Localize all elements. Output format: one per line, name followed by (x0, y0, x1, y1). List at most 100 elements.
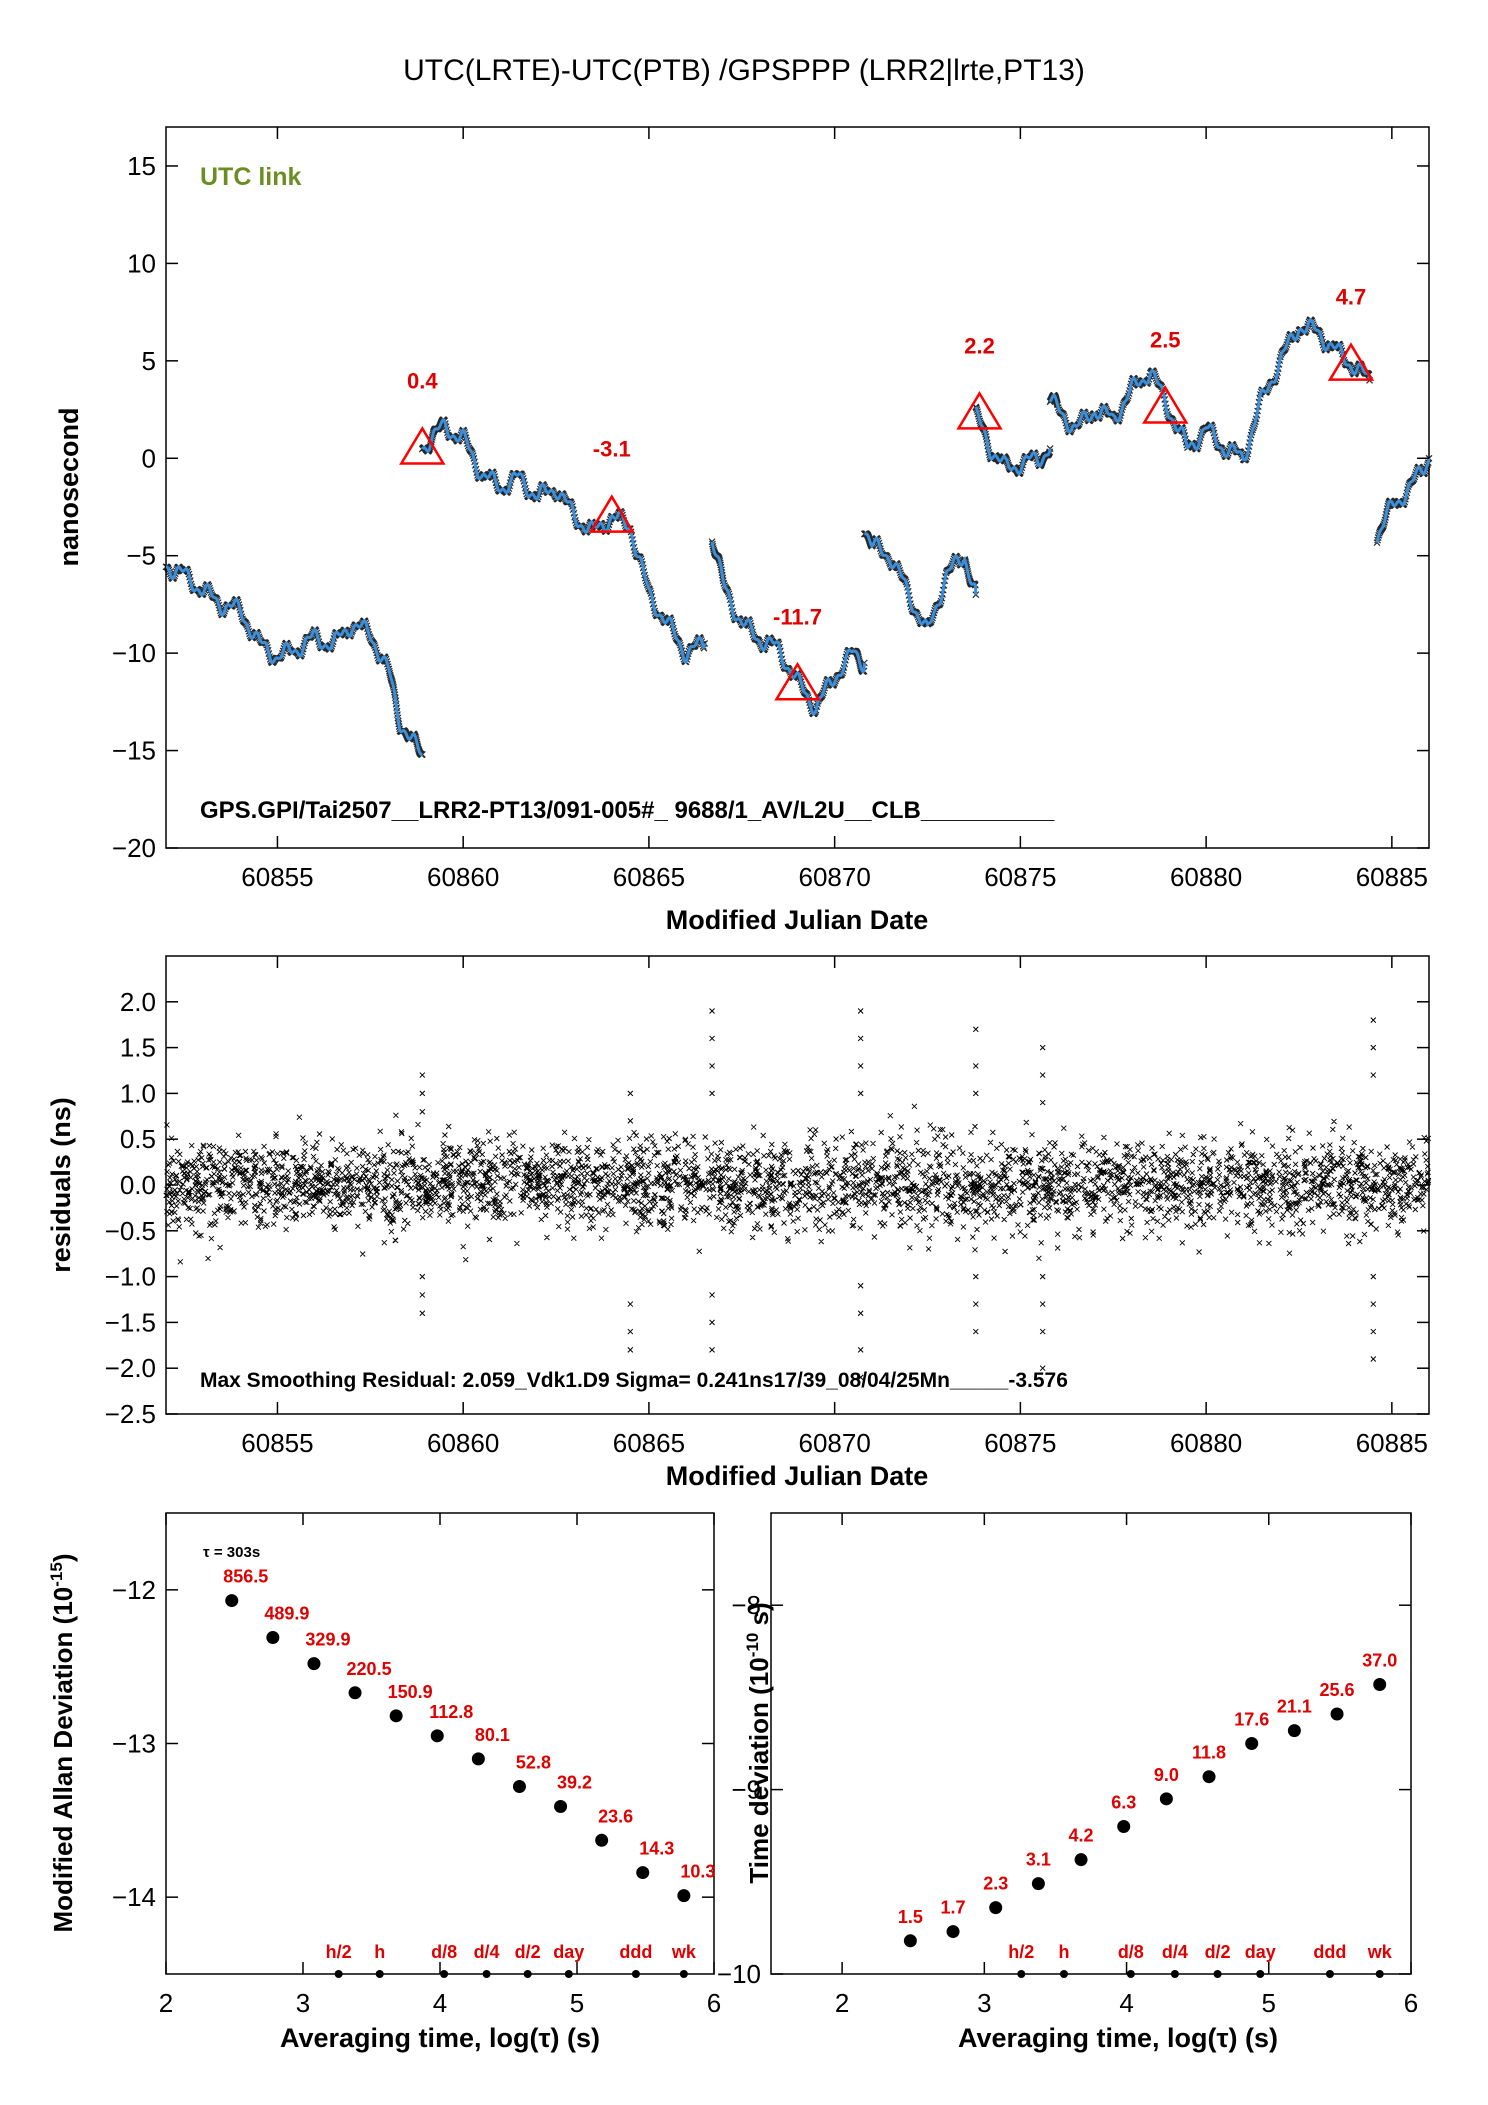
deviation-label: 9.0 (1154, 1765, 1179, 1785)
x-tick-label: 60870 (798, 862, 870, 892)
residual-outlier (1039, 1328, 1046, 1335)
discontinuity-label: 2.2 (964, 333, 995, 358)
deviation-point (677, 1889, 691, 1903)
residuals-frame (165, 955, 1430, 1415)
time-mark-dot (631, 1970, 640, 1978)
mdev-ylabel-tail: ) (48, 1554, 78, 1563)
x-tick-label: 60880 (1170, 862, 1242, 892)
deviation-point (266, 1630, 280, 1644)
x-tick-label: 60865 (613, 862, 685, 892)
tdev-frame (770, 1512, 1412, 1975)
timeseries-line (421, 418, 707, 664)
y-tick-label: −5 (126, 541, 156, 571)
y-tick-label: −1.5 (105, 1307, 156, 1337)
time-mark-label: h/2 (326, 1942, 352, 1962)
x-tick-label: 3 (296, 1988, 310, 2018)
residual-outlier (1370, 1301, 1377, 1307)
tdev-points: 1.5 1.7 2.3 3.1 4.2 6.3 9.0 11.8 17.6 21.1 25.6 37.… (898, 1650, 1397, 1978)
residual-outlier (857, 1008, 864, 1014)
residual-outlier (1039, 1301, 1046, 1307)
x-tick-label: 60860 (427, 1428, 499, 1458)
residual-outlier (1039, 1273, 1046, 1280)
deviation-label: 11.8 (1192, 1743, 1226, 1763)
y-tick-label: −2.5 (105, 1399, 156, 1429)
x-tick-label: 60855 (241, 862, 313, 892)
residuals-caption: Max Smoothing Residual: 2.059_Vdk1.D9 Si… (200, 1369, 1068, 1392)
residual-outlier (419, 1292, 426, 1298)
y-tick-label: 10 (127, 248, 156, 278)
time-mark-dot (1375, 1970, 1384, 1978)
timeseries-line (1048, 318, 1372, 462)
timeseries-xlabel: Modified Julian Date (666, 905, 929, 935)
residual-outlier (419, 1273, 426, 1280)
residual-outlier (627, 1090, 634, 1097)
time-mark-label: ddd (1313, 1942, 1346, 1962)
deviation-label: 1.7 (941, 1898, 966, 1918)
residual-outlier (1370, 1273, 1377, 1280)
tdev-panel: 2 3 4 5 6 −10 −9 −8 1.5 1.7 2.3 3.1 4.2 6.3 9.0 11.8 17… (717, 1512, 1418, 2053)
time-mark-dot (564, 1970, 573, 1978)
y-tick-label: −0.5 (105, 1216, 156, 1246)
timeseries-line (165, 565, 423, 757)
residual-outlier (972, 1273, 979, 1280)
residual-outlier (627, 1118, 634, 1124)
deviation-label: 112.8 (429, 1702, 473, 1722)
residual-outlier (1039, 1072, 1046, 1078)
discontinuity-label: -3.1 (593, 437, 631, 462)
residual-points (163, 1103, 1432, 1265)
residual-outlier (1039, 1099, 1046, 1106)
time-mark-label: d/2 (1205, 1942, 1231, 1962)
y-tick-label: −12 (112, 1575, 156, 1605)
y-tick-label: −15 (112, 736, 156, 766)
timeseries-markers: 0.4 -3.1 -11.7 2.2 2.5 4.7 (399, 285, 1375, 701)
deviation-point (636, 1866, 650, 1880)
time-mark-dot (1059, 1970, 1068, 1978)
residual-outlier (972, 1090, 979, 1097)
discontinuity-marker (588, 494, 635, 533)
x-tick-label: 60875 (984, 1428, 1056, 1458)
x-tick-label: 2 (159, 1988, 173, 2018)
mdev-tau-note: τ = 303s (203, 1544, 260, 1561)
deviation-point (554, 1800, 568, 1814)
time-mark-dot (1126, 1970, 1135, 1978)
y-tick-label: 0.0 (120, 1170, 156, 1200)
residual-outlier (709, 1347, 715, 1353)
residual-outlier (709, 1063, 715, 1069)
discontinuity-marker (956, 390, 1003, 430)
deviation-label: 329.9 (305, 1630, 350, 1650)
tdev-ylabel: Time deviation (10-10 s) (743, 1602, 774, 1883)
x-tick-label: 60865 (613, 1428, 685, 1458)
x-tick-label: 60855 (241, 1428, 313, 1458)
mdev-panel: 2 3 4 5 6 −14 −13 −12 856.5 489.9 329.9 220.5 150.9… (47, 1512, 721, 2053)
time-mark-label: d/8 (431, 1942, 457, 1962)
y-tick-label: −10 (112, 638, 156, 668)
time-mark-dot (1325, 1970, 1334, 1978)
deviation-label: 4.2 (1069, 1826, 1094, 1846)
y-tick-label: 0.5 (120, 1124, 156, 1154)
time-mark-dot (1213, 1970, 1222, 1978)
time-mark-dot (1170, 1970, 1179, 1978)
y-tick-label: 1.0 (120, 1078, 156, 1108)
deviation-label: 489.9 (264, 1603, 309, 1623)
tdev-ticks: 2 3 4 5 6 −10 −9 −8 (717, 1513, 1418, 2018)
timeseries-series (162, 316, 1433, 759)
deviation-point (1287, 1724, 1301, 1738)
deviation-point (1074, 1853, 1088, 1867)
y-tick-label: 15 (127, 151, 156, 181)
discontinuity-label: 4.7 (1336, 285, 1367, 310)
deviation-point (1330, 1707, 1344, 1721)
residual-outlier (1370, 1017, 1377, 1023)
residual-outlier (709, 1319, 715, 1326)
timeseries-panel: 0.4-3.1-11.72.2 2.54.7 60855 60860 60865 608… (54, 126, 1433, 935)
deviation-label: 25.6 (1320, 1680, 1355, 1700)
deviation-point (989, 1901, 1003, 1915)
y-tick-label: −1.0 (105, 1262, 156, 1292)
time-mark-dot (334, 1970, 343, 1978)
y-tick-label: −2.0 (105, 1353, 156, 1383)
deviation-point (1245, 1737, 1259, 1750)
deviation-label: 856.5 (223, 1567, 268, 1587)
x-tick-label: 4 (1119, 1988, 1133, 2018)
time-mark-label: h (374, 1942, 385, 1962)
timeseries-frame (165, 126, 1430, 849)
discontinuity-marker (1327, 342, 1375, 381)
